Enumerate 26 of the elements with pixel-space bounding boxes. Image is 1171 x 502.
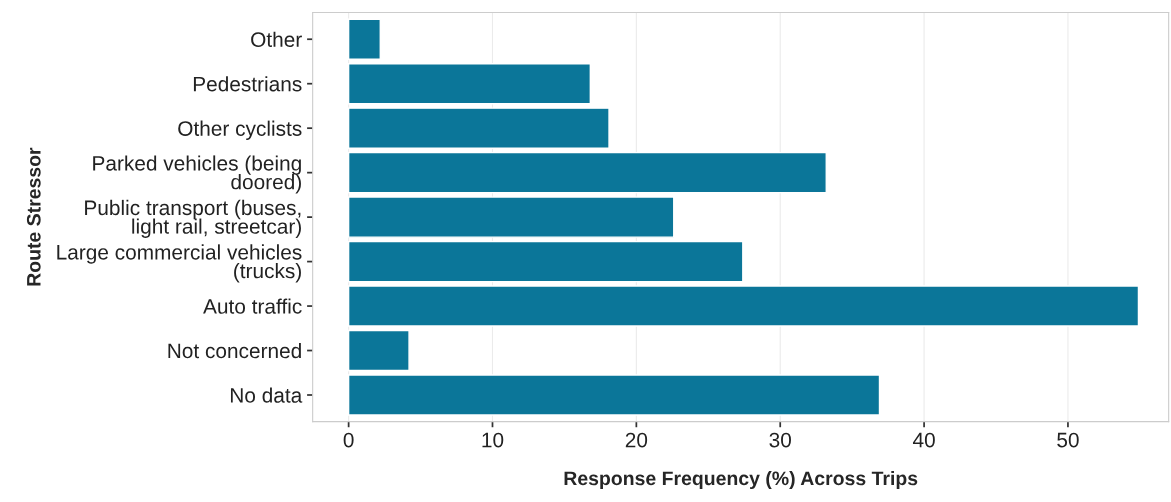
bar [347, 240, 744, 283]
y-tick-label: Parked vehicles (being doored) [93, 155, 301, 194]
x-tick-label: 0 [343, 432, 354, 448]
bar [347, 18, 381, 60]
x-axis-title: Response Frequency (%) Across Trips [564, 470, 918, 490]
x-tick-label: 50 [1057, 432, 1079, 448]
bar [347, 107, 610, 149]
y-tick-label: Public transport (buses, light rail, streetcar) [85, 199, 301, 238]
bar [347, 151, 827, 194]
bar [347, 62, 592, 105]
y-tick-label: Not concerned [168, 342, 301, 359]
y-tick-label: Pedestrians [193, 76, 302, 92]
y-tick-label: Other cyclists [178, 120, 302, 141]
x-tick-label: 20 [625, 432, 648, 448]
y-tick-label: Other [251, 31, 302, 47]
bar [347, 329, 410, 372]
bar [347, 374, 881, 416]
y-tick-label: Auto traffic [203, 298, 302, 314]
bar [347, 285, 1140, 327]
y-tick-label: No data [230, 387, 303, 403]
x-tick-label: 40 [912, 432, 935, 448]
y-axis-title: Route Stressor [26, 147, 41, 286]
bar [347, 196, 675, 238]
y-tick-label: Large commercial vehicles (trucks) [57, 244, 302, 283]
x-tick-label: 30 [769, 432, 791, 448]
x-tick-label: 10 [482, 432, 504, 448]
